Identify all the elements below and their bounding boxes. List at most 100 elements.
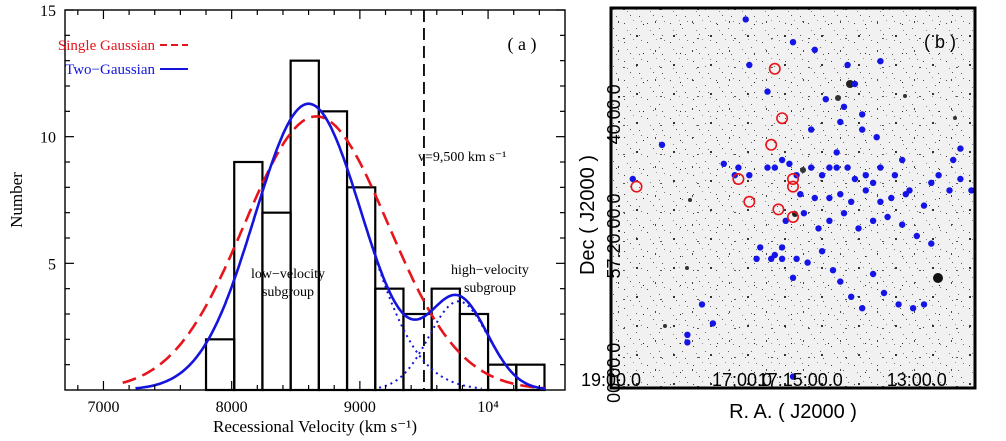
blue-galaxy-marker xyxy=(844,164,851,171)
red-galaxy-marker xyxy=(786,173,799,186)
ra-tick-label: 19:00.0 xyxy=(581,370,641,390)
dec-tick-label: 40:00.0 xyxy=(604,84,624,144)
blue-galaxy-marker xyxy=(815,225,822,232)
blue-galaxy-marker xyxy=(957,145,964,152)
bright-star xyxy=(800,167,806,173)
blue-galaxy-marker xyxy=(869,179,877,186)
blue-galaxy-marker xyxy=(771,251,778,259)
panel-a-ylabel: Number xyxy=(7,172,26,228)
dec-tick-label: 00:00.0 xyxy=(604,343,624,403)
bright-star xyxy=(685,266,689,270)
blue-galaxy-marker xyxy=(968,187,975,194)
blue-galaxy-marker xyxy=(746,61,753,69)
ra-tick-label: 13:00.0 xyxy=(887,370,947,390)
blue-galaxy-marker xyxy=(859,305,866,312)
blue-galaxy-marker xyxy=(811,194,818,202)
annotation-low-2: subgroup xyxy=(262,285,314,300)
panel-b: 19:00.0 17:00.017:15:00.0 13:00.0 00:00.0 57… xyxy=(577,6,977,423)
red-galaxy-marker xyxy=(776,112,789,125)
blue-galaxy-marker xyxy=(811,46,818,53)
blue-galaxy-marker xyxy=(851,175,859,183)
blue-galaxy-marker xyxy=(909,305,917,312)
blue-galaxy-marker xyxy=(764,88,771,95)
blue-galaxy-marker xyxy=(793,255,800,262)
blue-galaxy-marker xyxy=(709,320,717,327)
blue-galaxy-marker xyxy=(746,172,753,179)
histogram-bar-3 xyxy=(289,59,320,392)
blue-galaxy-marker xyxy=(684,339,691,346)
blue-galaxy-marker xyxy=(895,301,902,308)
blue-galaxy-marker xyxy=(778,255,786,262)
single-gaussian-curve xyxy=(122,115,546,390)
blue-galaxy-marker xyxy=(808,126,815,133)
panel-b-ticks: 19:00.0 17:00.017:15:00.0 13:00.0 00:00.0 57… xyxy=(581,84,947,402)
blue-galaxy-marker xyxy=(786,160,793,167)
ra-tick-label: 17:15:00.0 xyxy=(758,370,843,390)
blue-galaxy-marker xyxy=(880,289,888,297)
blue-galaxy-marker xyxy=(782,217,789,224)
histogram-bar-5 xyxy=(345,186,377,392)
blue-galaxy-marker xyxy=(869,270,877,278)
blue-galaxy-marker xyxy=(877,58,884,65)
red-galaxy-marker xyxy=(786,180,799,193)
blue-galaxy-marker xyxy=(826,217,833,224)
panel-b-label: ( b ) xyxy=(924,32,956,52)
blue-galaxy-marker xyxy=(902,191,909,198)
blue-galaxy-marker xyxy=(935,172,942,179)
ra-tick-label: 17:00.0 xyxy=(712,370,772,390)
blue-galaxy-marker xyxy=(840,103,848,111)
x-tick-label: 9000 xyxy=(344,399,376,416)
blue-galaxy-marker xyxy=(950,156,957,164)
histogram-bar-0 xyxy=(204,338,236,392)
blue-galaxy-marker xyxy=(764,164,771,171)
blue-galaxy-marker xyxy=(735,164,742,171)
red-galaxy-marker xyxy=(630,180,643,193)
blue-galaxy-marker xyxy=(789,274,797,281)
bright-star xyxy=(663,324,667,328)
blue-galaxy-marker xyxy=(848,198,855,205)
blue-galaxy-marker xyxy=(862,187,869,194)
blue-galaxy-marker xyxy=(822,96,829,103)
blue-galaxy-marker xyxy=(837,278,844,285)
x-tick-label: 10⁴ xyxy=(477,399,499,416)
blue-galaxy-marker xyxy=(826,164,833,171)
histogram-bar-7 xyxy=(402,312,433,392)
blue-galaxy-marker xyxy=(778,244,786,251)
blue-galaxy-marker xyxy=(913,232,920,240)
blue-galaxy-marker xyxy=(684,331,691,338)
blue-galaxy-marker xyxy=(818,172,826,179)
y-tick-label: 5 xyxy=(48,256,56,273)
red-galaxy-marker xyxy=(786,211,799,224)
blue-galaxy-marker xyxy=(757,244,764,251)
blue-galaxy-marker xyxy=(720,160,727,167)
blue-galaxy-marker xyxy=(928,179,935,186)
histogram-bar-8 xyxy=(430,287,461,392)
blue-galaxy-marker xyxy=(840,210,848,217)
blue-galaxy-marker xyxy=(797,191,804,198)
bright-star xyxy=(688,198,692,202)
blue-galaxy-marker xyxy=(855,225,862,232)
histogram-bar-2 xyxy=(261,211,292,392)
blue-galaxy-marker xyxy=(920,301,928,308)
blue-galaxy-marker xyxy=(851,80,859,88)
blue-galaxy-marker xyxy=(833,164,840,171)
blue-galaxy-marker xyxy=(789,39,797,46)
blue-galaxy-marker xyxy=(877,164,884,171)
blue-galaxy-marker xyxy=(859,126,866,133)
blue-galaxy-marker xyxy=(771,164,778,171)
panel-b-frame xyxy=(609,6,977,390)
sky-image-noise-2 xyxy=(611,8,975,388)
blue-galaxy-marker xyxy=(848,293,855,300)
y-tick-label: 15 xyxy=(40,3,56,20)
blue-galaxy-marker xyxy=(869,217,877,224)
two-gaussian-curve xyxy=(135,102,546,391)
blue-galaxy-marker xyxy=(778,156,786,164)
bright-star xyxy=(835,95,841,101)
blue-galaxy-marker xyxy=(804,259,811,266)
bright-star xyxy=(903,94,907,98)
vline-label: v=9,500 km s⁻¹ xyxy=(418,150,506,165)
bright-star xyxy=(846,80,854,88)
x-tick-label: 7000 xyxy=(87,399,119,416)
blue-galaxy-marker xyxy=(698,301,706,308)
blue-galaxy-marker xyxy=(928,240,935,247)
